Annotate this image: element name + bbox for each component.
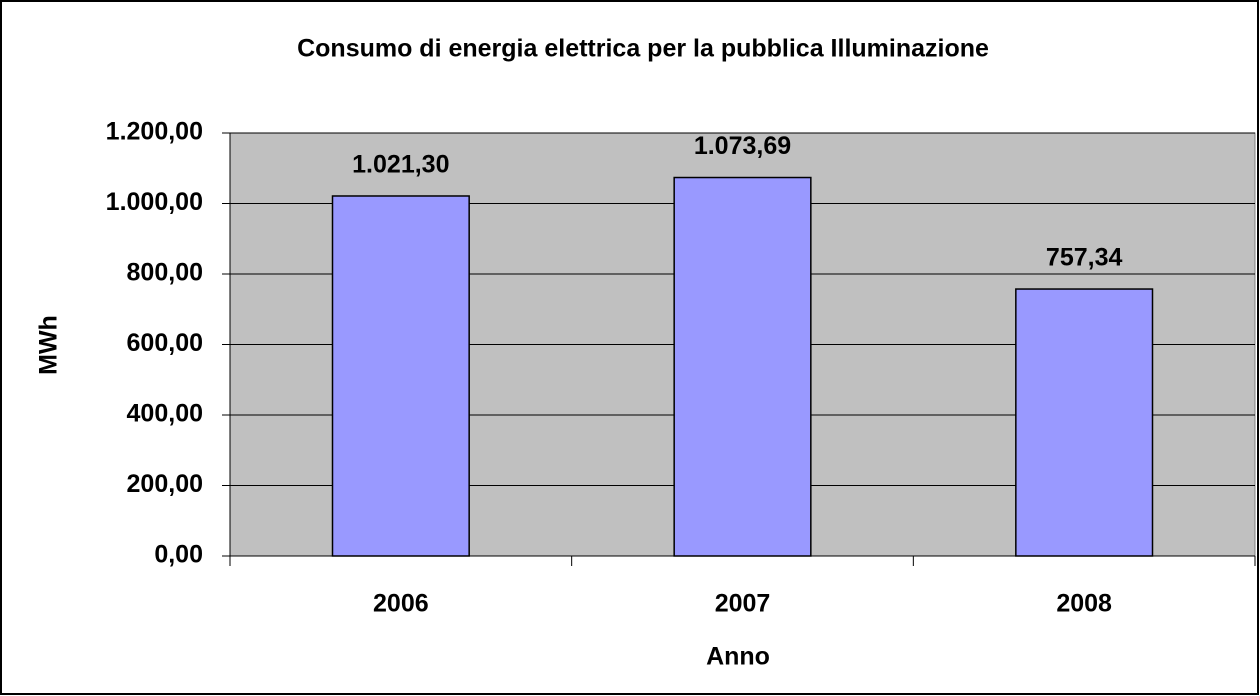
y-tick-label: 200,00 bbox=[127, 470, 203, 498]
data-label: 757,34 bbox=[1046, 244, 1123, 272]
data-label: 1.073,69 bbox=[694, 132, 791, 160]
x-tick-label: 2007 bbox=[715, 590, 771, 618]
data-label: 1.021,30 bbox=[352, 151, 449, 179]
y-axis-label: MWh bbox=[35, 315, 63, 375]
x-tick-label: 2008 bbox=[1056, 590, 1112, 618]
y-tick-label: 600,00 bbox=[127, 329, 203, 357]
x-tick-label: 2006 bbox=[373, 590, 429, 618]
x-axis-label: Anno bbox=[706, 643, 770, 671]
y-tick-label: 0,00 bbox=[154, 541, 203, 569]
y-tick-label: 1.200,00 bbox=[106, 118, 203, 146]
bar bbox=[673, 176, 812, 557]
chart-title: Consumo di energia elettrica per la pubb… bbox=[297, 35, 989, 63]
y-tick-label: 400,00 bbox=[127, 400, 203, 428]
y-tick-label: 1.000,00 bbox=[106, 188, 203, 216]
bar bbox=[1015, 288, 1154, 557]
bar bbox=[331, 195, 470, 557]
y-tick-label: 800,00 bbox=[127, 259, 203, 287]
